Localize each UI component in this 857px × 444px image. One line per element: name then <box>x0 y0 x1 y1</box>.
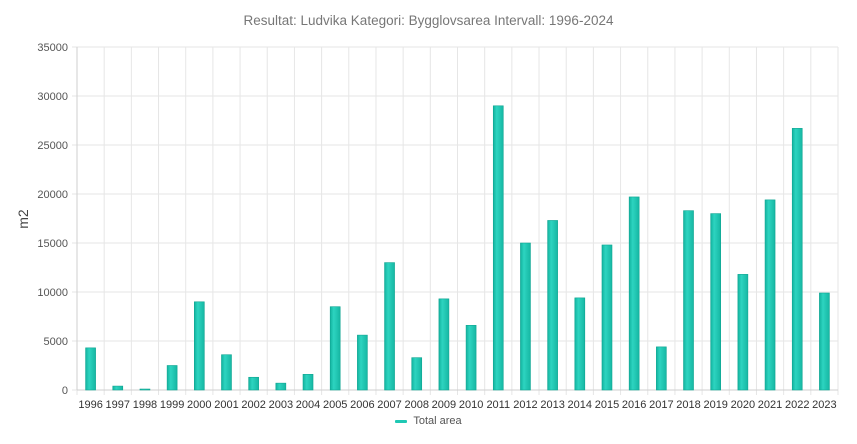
y-tick-label: 30000 <box>37 91 68 103</box>
x-tick-label: 2012 <box>513 399 537 411</box>
x-tick-label: 2005 <box>323 399 347 411</box>
y-tick-label: 25000 <box>37 140 68 152</box>
x-tick-label: 2014 <box>568 399 592 411</box>
x-tick-label: 2002 <box>241 399 265 411</box>
x-tick-label: 2023 <box>812 399 836 411</box>
bar-2009[interactable] <box>438 298 450 391</box>
bar-2012[interactable] <box>520 242 531 391</box>
x-tick-label: 2003 <box>269 399 293 411</box>
y-tick-label: 5000 <box>44 336 68 348</box>
bars <box>85 105 830 391</box>
x-tick-label: 2009 <box>432 399 456 411</box>
legend-label: Total area <box>413 415 462 427</box>
bar-2021[interactable] <box>764 199 776 391</box>
bar-2014[interactable] <box>574 297 586 391</box>
x-tick-label: 2001 <box>214 399 238 411</box>
legend[interactable]: Total area <box>0 415 857 427</box>
x-tick-label: 2016 <box>622 399 646 411</box>
bar-2013[interactable] <box>547 220 558 391</box>
x-tick-label: 2000 <box>187 399 211 411</box>
bar-2006[interactable] <box>357 334 368 391</box>
x-tick-label: 2004 <box>296 399 320 411</box>
bar-2007[interactable] <box>384 262 395 391</box>
bar-2020[interactable] <box>737 274 749 391</box>
x-tick-label: 2008 <box>404 399 428 411</box>
bar-2000[interactable] <box>194 301 205 391</box>
y-tick-label: 35000 <box>37 42 68 54</box>
bar-2002[interactable] <box>248 376 259 391</box>
y-tick-label: 20000 <box>37 189 68 201</box>
x-tick-label: 1998 <box>133 399 157 411</box>
bar-2005[interactable] <box>329 306 341 391</box>
y-axis-label: m2 <box>15 209 31 229</box>
x-tick-label: 2017 <box>649 399 673 411</box>
x-tick-label: 2010 <box>459 399 483 411</box>
bar-1999[interactable] <box>166 365 178 391</box>
bar-2011[interactable] <box>492 105 504 391</box>
y-tick-label: 0 <box>62 385 68 397</box>
bar-2015[interactable] <box>601 244 613 391</box>
x-tick-label: 2007 <box>377 399 401 411</box>
x-tick-label: 2015 <box>595 399 619 411</box>
bar-2004[interactable] <box>302 374 314 391</box>
bar-2018[interactable] <box>683 210 694 391</box>
x-tick-label: 1999 <box>160 399 184 411</box>
y-tick-label: 15000 <box>37 238 68 250</box>
bar-1997[interactable] <box>112 385 124 391</box>
bar-2016[interactable] <box>628 196 640 391</box>
bar-2003[interactable] <box>275 382 287 391</box>
bar-2023[interactable] <box>819 292 830 391</box>
x-tick-label: 2019 <box>703 399 727 411</box>
x-tick-label: 2006 <box>350 399 374 411</box>
bar-2019[interactable] <box>710 213 721 391</box>
x-tick-label: 2020 <box>731 399 755 411</box>
x-tick-label: 2021 <box>758 399 782 411</box>
legend-swatch <box>395 419 408 423</box>
chart-title: Resultat: Ludvika Kategori: Bygglovsarea… <box>243 13 614 28</box>
bar-1996[interactable] <box>85 347 96 391</box>
x-tick-label: 2013 <box>540 399 564 411</box>
bar-2001[interactable] <box>221 354 232 391</box>
x-tick-label: 1997 <box>106 399 130 411</box>
bar-2017[interactable] <box>656 346 667 391</box>
x-tick-label: 2022 <box>785 399 809 411</box>
tick-labels: 0 5000 10000 15000 20000 25000 30000 35000 1996 1… <box>37 42 836 411</box>
x-tick-label: 2011 <box>486 399 510 411</box>
bar-2022[interactable] <box>791 128 803 391</box>
x-tick-label: 2018 <box>676 399 700 411</box>
bar-2008[interactable] <box>411 357 423 391</box>
bar-1998[interactable] <box>139 388 151 391</box>
y-tick-label: 10000 <box>37 287 68 299</box>
bar-2010[interactable] <box>465 325 477 391</box>
x-tick-label: 1996 <box>78 399 102 411</box>
grid-lines <box>72 46 839 395</box>
